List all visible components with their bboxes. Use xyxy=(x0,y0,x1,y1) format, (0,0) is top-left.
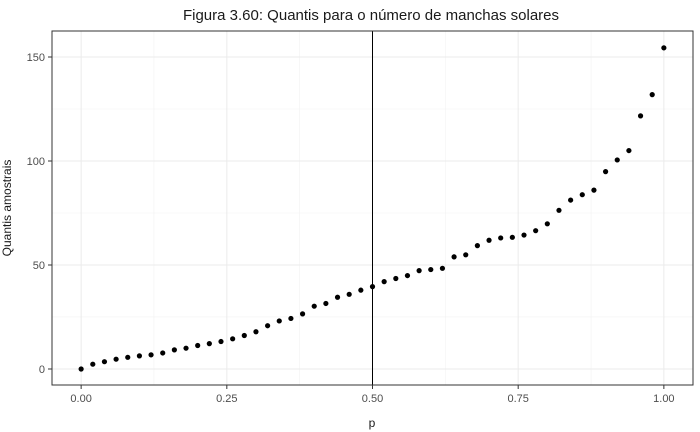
data-point xyxy=(207,341,212,346)
data-point xyxy=(486,238,491,243)
x-axis-ticks: 0.00 0.25 0.50 0.75 1.00 xyxy=(70,385,674,405)
data-point xyxy=(102,359,107,364)
data-point xyxy=(382,279,387,284)
data-point xyxy=(417,268,422,273)
data-point xyxy=(253,329,258,334)
data-point xyxy=(300,311,305,316)
data-point xyxy=(521,232,526,237)
data-point xyxy=(650,92,655,97)
data-point xyxy=(568,197,573,202)
x-tick-label: 1.00 xyxy=(653,393,674,405)
y-tick-label: 50 xyxy=(33,260,45,272)
x-tick-label: 0.00 xyxy=(70,393,91,405)
data-point xyxy=(160,350,165,355)
x-tick-label: 0.25 xyxy=(216,393,237,405)
data-point xyxy=(370,284,375,289)
data-point xyxy=(137,353,142,358)
y-tick-label: 150 xyxy=(27,52,45,64)
data-point xyxy=(545,221,550,226)
x-axis-title: p xyxy=(369,416,376,430)
data-point xyxy=(288,316,293,321)
data-point xyxy=(90,362,95,367)
data-point xyxy=(533,228,538,233)
data-point xyxy=(626,148,631,153)
data-point xyxy=(265,323,270,328)
data-point xyxy=(148,352,153,357)
data-point xyxy=(591,188,596,193)
data-point xyxy=(638,113,643,118)
data-point xyxy=(358,288,363,293)
data-point xyxy=(661,45,666,50)
data-point xyxy=(218,339,223,344)
data-point xyxy=(79,366,84,371)
data-point xyxy=(195,343,200,348)
data-point xyxy=(498,235,503,240)
data-point xyxy=(451,254,456,259)
data-point xyxy=(277,318,282,323)
data-point xyxy=(603,169,608,174)
x-tick-label: 0.50 xyxy=(362,393,383,405)
x-tick-label: 0.75 xyxy=(507,393,528,405)
data-point xyxy=(475,243,480,248)
y-axis-ticks: 0 50 100 150 xyxy=(27,52,52,376)
data-point xyxy=(556,208,561,213)
data-point xyxy=(463,252,468,257)
data-point xyxy=(510,235,515,240)
data-point xyxy=(347,292,352,297)
data-point xyxy=(440,266,445,271)
data-point xyxy=(393,276,398,281)
data-point xyxy=(125,355,130,360)
data-point xyxy=(172,347,177,352)
data-point xyxy=(405,273,410,278)
data-point xyxy=(335,295,340,300)
data-point xyxy=(114,357,119,362)
data-point xyxy=(580,192,585,197)
y-tick-label: 0 xyxy=(39,364,45,376)
y-axis-title: Quantis amostrais xyxy=(0,160,14,257)
chart-title: Figura 3.60: Quantis para o número de ma… xyxy=(183,7,559,24)
data-point xyxy=(242,333,247,338)
data-point xyxy=(312,304,317,309)
data-point xyxy=(428,267,433,272)
y-tick-label: 100 xyxy=(27,156,45,168)
data-point xyxy=(323,301,328,306)
data-point xyxy=(183,346,188,351)
data-point xyxy=(615,157,620,162)
data-point xyxy=(230,336,235,341)
